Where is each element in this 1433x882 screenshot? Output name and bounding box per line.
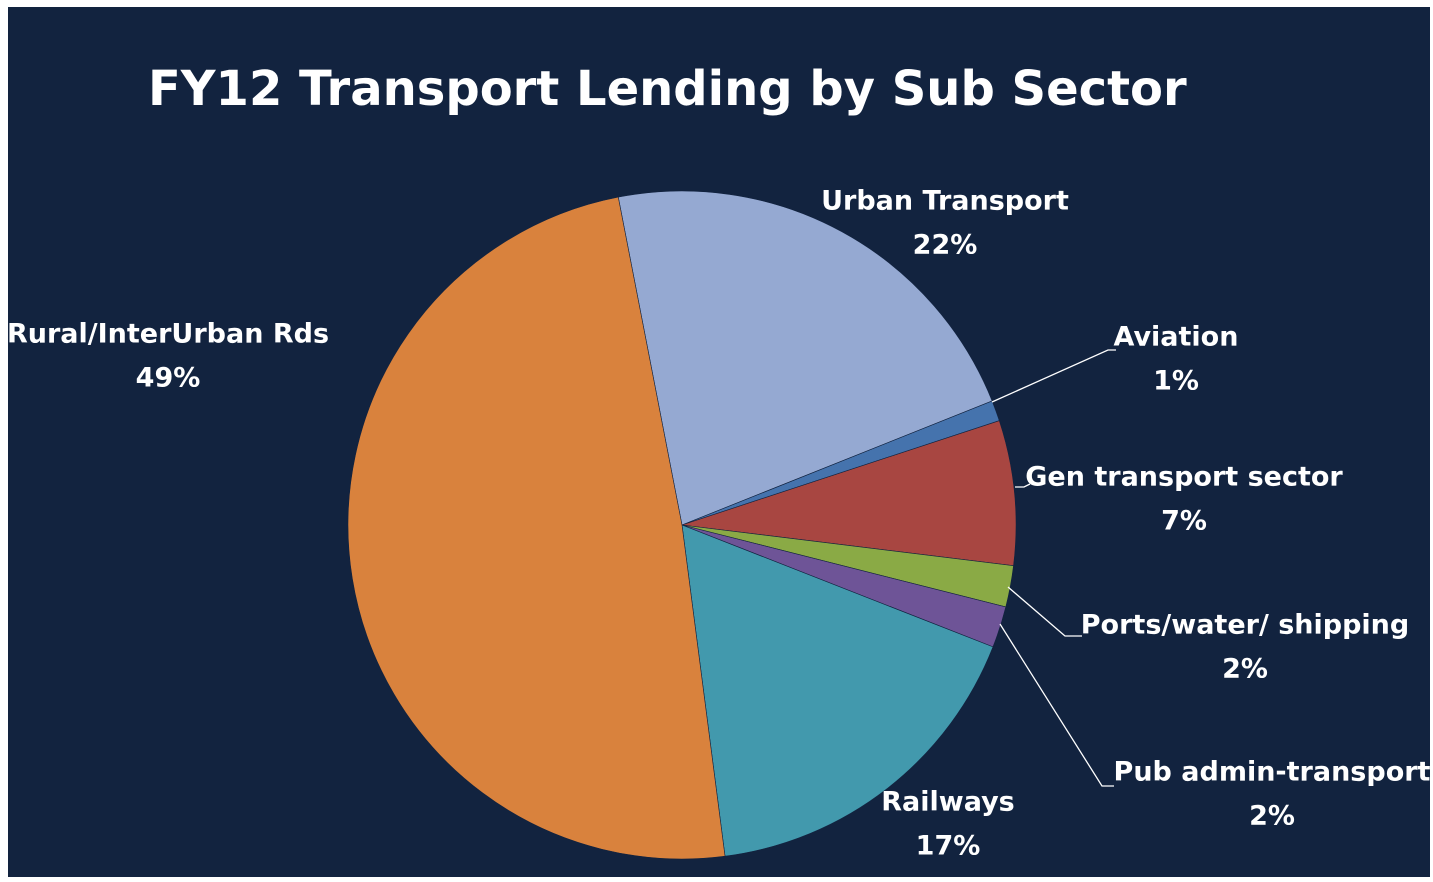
slice-label: Ports/water/ shipping bbox=[1081, 610, 1409, 641]
slice-value-label: 17% bbox=[916, 831, 981, 862]
leader-line bbox=[1015, 483, 1031, 488]
pie-slice bbox=[681, 420, 1017, 567]
slice-value-label: 22% bbox=[913, 230, 978, 261]
leader-line bbox=[1007, 586, 1082, 637]
slice-label: Aviation bbox=[1114, 322, 1239, 353]
leader-line bbox=[991, 349, 1116, 403]
slice-value-label: 7% bbox=[1161, 506, 1207, 537]
slice-label: Railways bbox=[881, 787, 1015, 818]
slice-value-label: 1% bbox=[1153, 366, 1199, 397]
slice-value-label: 2% bbox=[1222, 654, 1268, 685]
slice-label: Pub admin-transport bbox=[1114, 757, 1431, 788]
slice-label: Urban Transport bbox=[821, 186, 1069, 217]
pie-slice bbox=[347, 196, 726, 860]
slice-label: Gen transport sector bbox=[1025, 462, 1343, 493]
slice-value-label: 49% bbox=[136, 363, 201, 394]
slice-value-label: 2% bbox=[1249, 801, 1295, 832]
pie-slice bbox=[681, 524, 994, 857]
leader-line bbox=[999, 623, 1114, 787]
chart-title: FY12 Transport Lending by Sub Sector bbox=[148, 61, 1187, 117]
pie bbox=[347, 190, 1017, 860]
slice-label: Rural/InterUrban Rds bbox=[7, 319, 329, 350]
pie-slice bbox=[617, 190, 993, 526]
